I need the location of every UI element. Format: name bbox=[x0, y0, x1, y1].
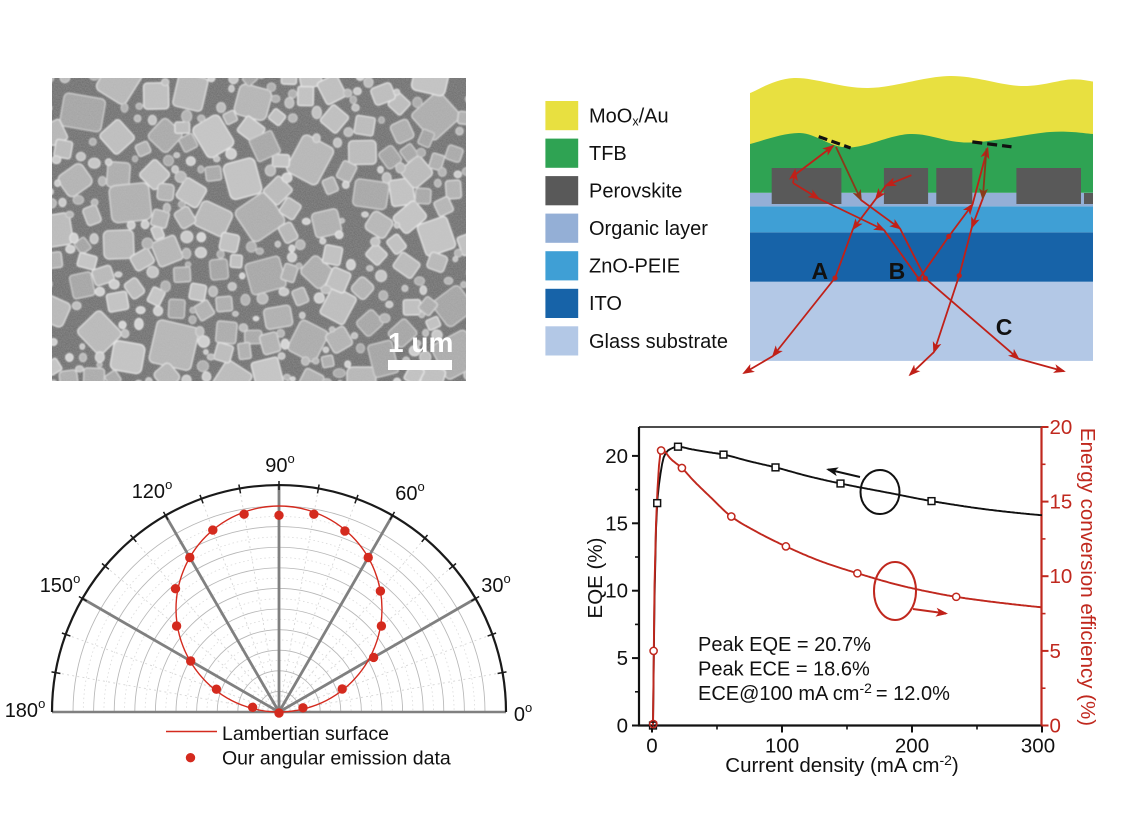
svg-text:Energy conversion efficiency (: Energy conversion efficiency (%) bbox=[1076, 428, 1099, 726]
svg-text:C: C bbox=[996, 314, 1013, 340]
svg-text:Lambertian surface: Lambertian surface bbox=[222, 723, 389, 745]
svg-text:Perovskite: Perovskite bbox=[589, 181, 682, 203]
svg-text:90o: 90o bbox=[265, 451, 294, 477]
svg-text:1 um: 1 um bbox=[388, 327, 453, 358]
svg-text:0: 0 bbox=[646, 735, 657, 758]
svg-text:10: 10 bbox=[605, 580, 628, 603]
svg-text:Organic layer: Organic layer bbox=[589, 218, 708, 240]
svg-text:MoOx/Au: MoOx/Au bbox=[589, 106, 669, 129]
svg-text:ECE@100 mA cm-2 = 12.0%: ECE@100 mA cm-2 = 12.0% bbox=[698, 680, 950, 705]
svg-text:ZnO-PEIE: ZnO-PEIE bbox=[589, 256, 680, 278]
svg-text:Peak ECE = 18.6%: Peak ECE = 18.6% bbox=[698, 659, 870, 681]
svg-text:0: 0 bbox=[1050, 715, 1061, 738]
svg-text:20: 20 bbox=[1050, 416, 1073, 439]
svg-text:Peak EQE = 20.7%: Peak EQE = 20.7% bbox=[698, 634, 871, 656]
svg-text:20: 20 bbox=[605, 445, 628, 468]
svg-text:100: 100 bbox=[765, 735, 799, 758]
svg-text:10: 10 bbox=[1050, 565, 1073, 588]
svg-text:15: 15 bbox=[1050, 491, 1073, 514]
svg-text:120o: 120o bbox=[132, 477, 173, 503]
svg-text:60o: 60o bbox=[395, 479, 424, 505]
svg-text:0: 0 bbox=[617, 715, 628, 738]
svg-text:Glass substrate: Glass substrate bbox=[589, 331, 728, 353]
svg-text:A: A bbox=[811, 258, 828, 284]
svg-text:0o: 0o bbox=[514, 700, 532, 726]
svg-text:ITO: ITO bbox=[589, 293, 622, 315]
svg-text:180o: 180o bbox=[5, 696, 46, 722]
svg-text:EQE (%): EQE (%) bbox=[584, 538, 607, 619]
svg-text:5: 5 bbox=[1050, 640, 1061, 663]
svg-text:Our angular emission data: Our angular emission data bbox=[222, 748, 451, 770]
svg-text:150o: 150o bbox=[40, 571, 81, 597]
svg-text:5: 5 bbox=[617, 647, 628, 670]
svg-text:200: 200 bbox=[895, 735, 929, 758]
svg-text:Current density (mA cm-2): Current density (mA cm-2) bbox=[725, 752, 958, 777]
svg-text:TFB: TFB bbox=[589, 143, 627, 165]
svg-text:300: 300 bbox=[1021, 735, 1055, 758]
svg-text:B: B bbox=[889, 258, 906, 284]
svg-text:30o: 30o bbox=[481, 571, 510, 597]
svg-text:15: 15 bbox=[605, 512, 628, 535]
